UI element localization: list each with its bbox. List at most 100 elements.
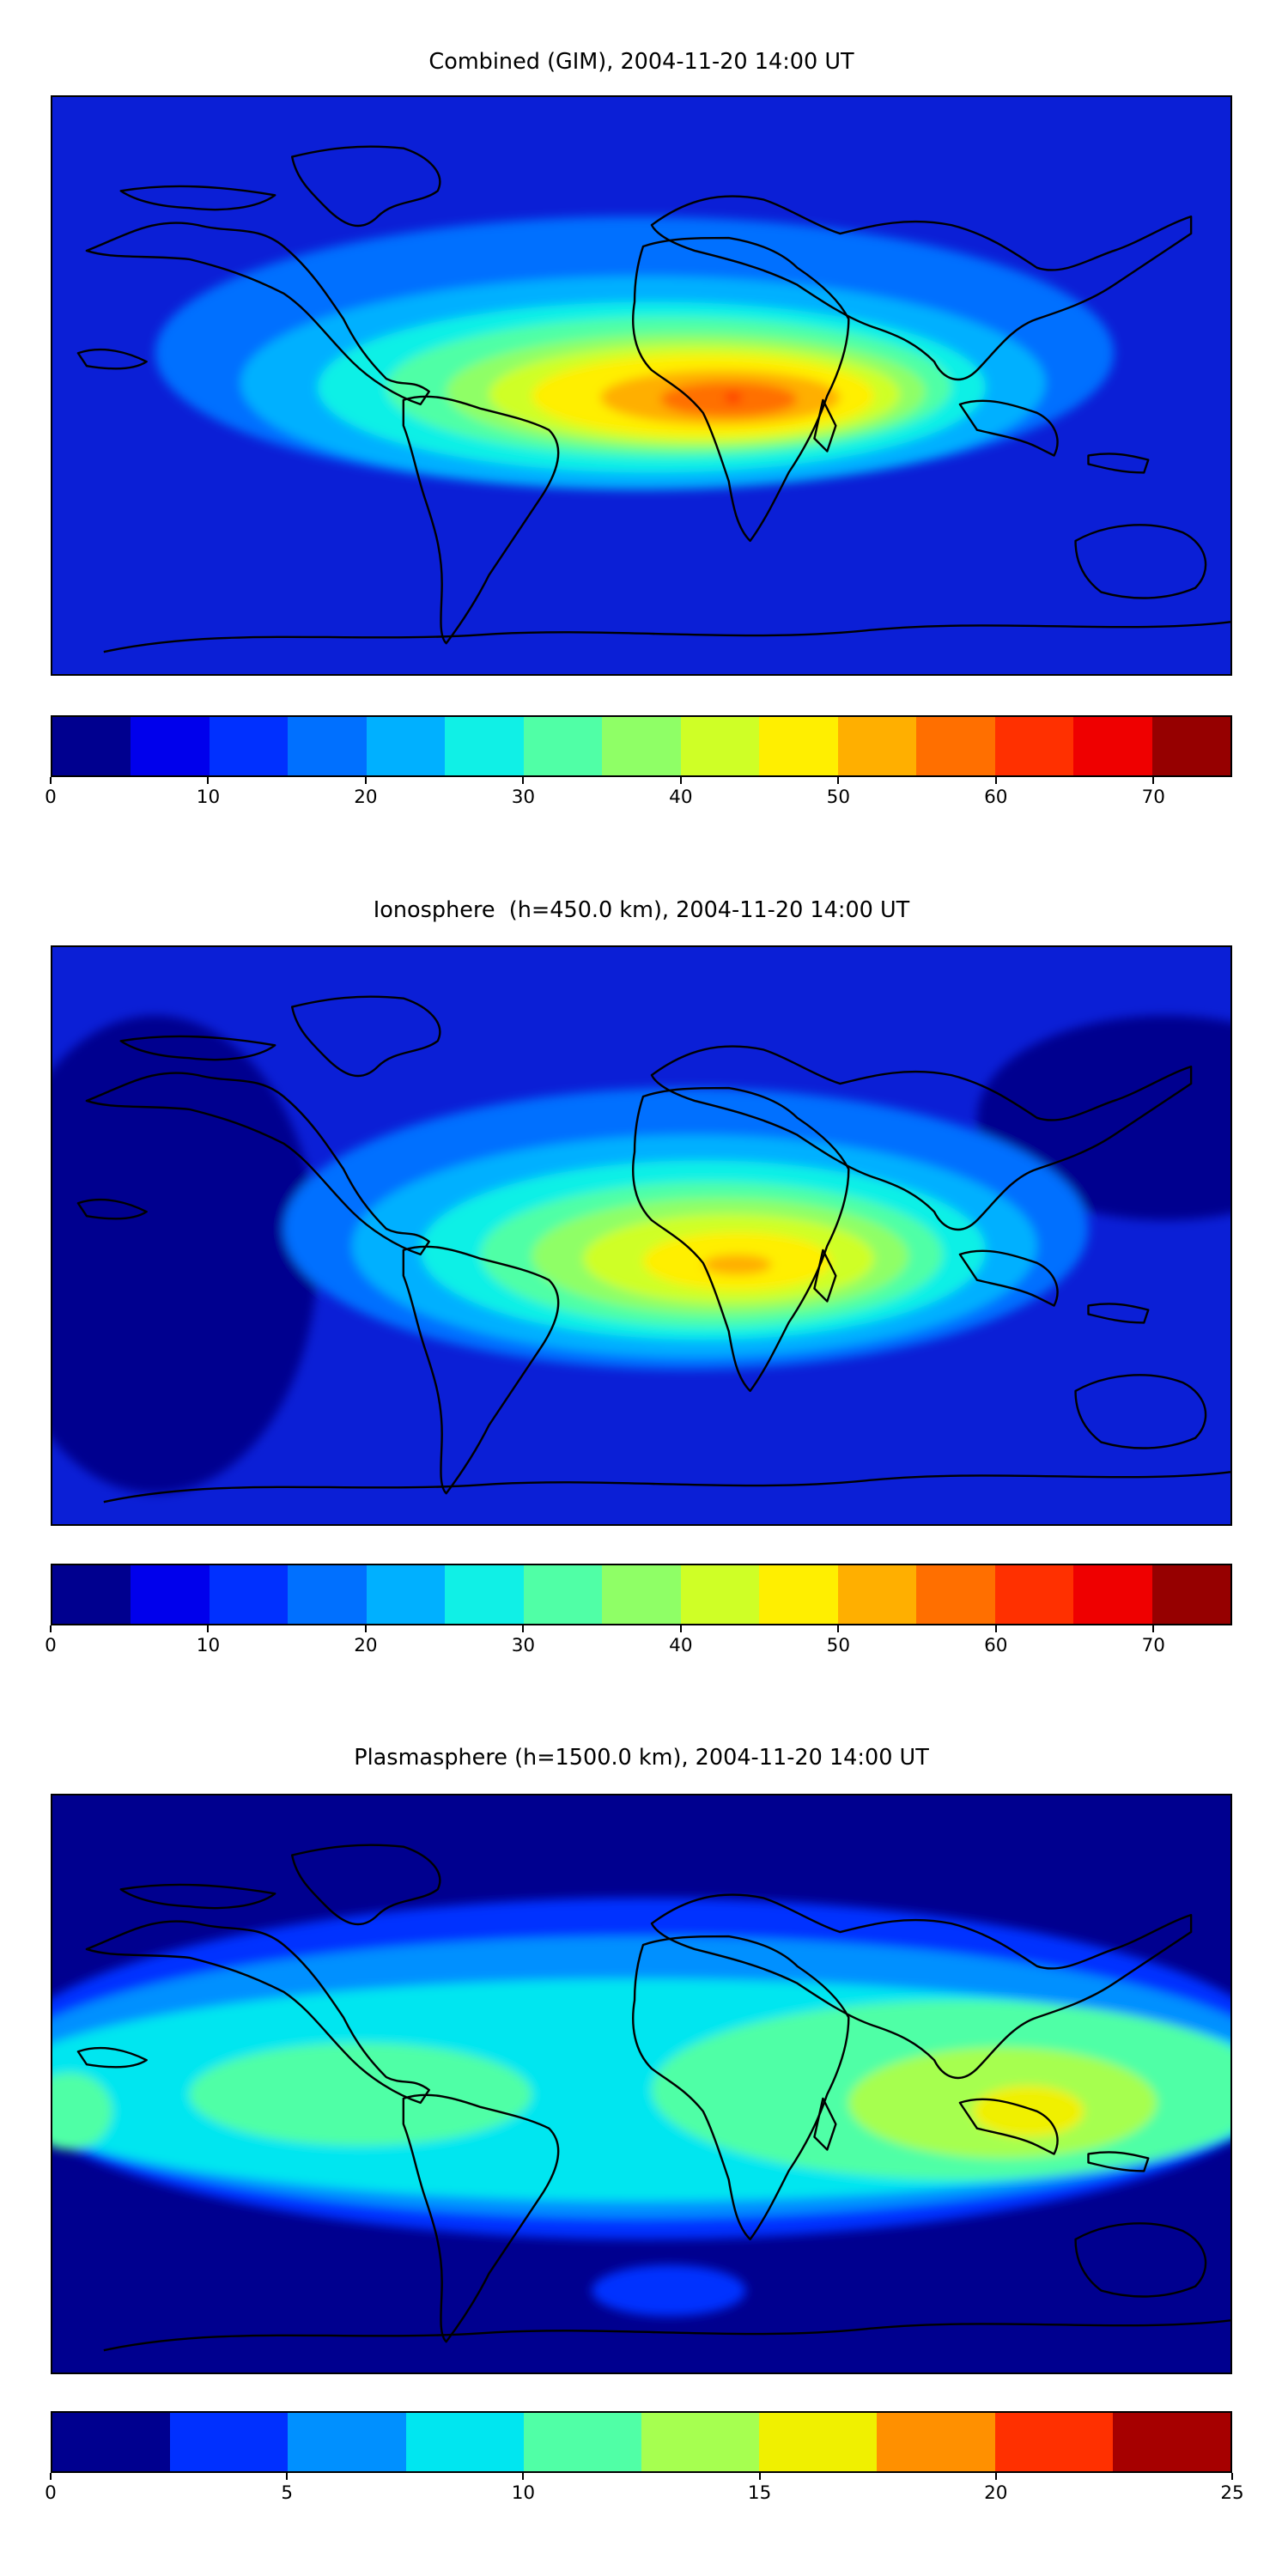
- panel-3-colorbar-tick-label: 25: [1220, 2482, 1244, 2504]
- panel-2-colorbar-tick-mark: [207, 1625, 210, 1632]
- panel-1-colorbar-swatch-13: [994, 717, 1074, 775]
- panel-3-colorbar: [51, 2411, 1232, 2473]
- panel-2-colorbar-tick-label: 0: [45, 1635, 57, 1656]
- panel-1-title: Combined (GIM), 2004-11-20 14:00 UT: [428, 49, 854, 75]
- panel-3-colorbar-swatch-8: [877, 2413, 995, 2471]
- panel-1-colorbar-swatch-8: [602, 717, 681, 775]
- panel-3-coastline-3: [402, 2093, 560, 2343]
- panel-2-colorbar-tick-label: 10: [196, 1635, 221, 1656]
- panel-2-colorbar-tick-mark: [994, 1625, 997, 1632]
- panel-1-colorbar-tick-label: 30: [511, 787, 536, 808]
- panel-3-colorbar-swatch-7: [759, 2413, 878, 2471]
- panel-1-colorbar-tick-mark: [50, 777, 52, 784]
- panel-3-colorbar-swatch-3: [288, 2413, 406, 2471]
- panel-3-colorbar-tick-mark: [286, 2473, 289, 2480]
- panel-1-colorbar-tick-mark: [679, 777, 682, 784]
- panel-2-colorbar-swatch-4: [288, 1565, 367, 1624]
- panel-3-contour-9: [592, 2264, 746, 2317]
- panel-3-contour-4: [189, 2043, 532, 2146]
- panel-3-coastline-12: [103, 2319, 1230, 2352]
- panel-1-coastline-12: [103, 621, 1230, 653]
- panel-2-colorbar-tick-mark: [364, 1625, 367, 1632]
- panel-2-contour-10: [702, 1254, 772, 1275]
- panel-2-coastline-10: [76, 1198, 148, 1220]
- panel-3-coastlines: [76, 1844, 1230, 2352]
- panel-2-colorbar-swatch-7: [523, 1565, 603, 1624]
- panel-2-coastline-3: [402, 1245, 560, 1495]
- panel-3-coastline-10: [76, 2046, 148, 2069]
- panel-1-colorbar-swatch-9: [680, 717, 760, 775]
- panel-3-colorbar-tick-mark: [522, 2473, 525, 2480]
- panel-2-coastline-5: [813, 1249, 837, 1303]
- panel-3-colorbar-tick-mark: [50, 2473, 52, 2480]
- panel-2-title: Ionosphere (h=450.0 km), 2004-11-20 14:0…: [373, 897, 910, 923]
- panel-2-coastline-6: [650, 1045, 1193, 1230]
- panel-1-colorbar: [51, 715, 1232, 777]
- panel-2-coastline-7: [958, 1249, 1059, 1307]
- panel-2-coastline-4: [632, 1086, 850, 1393]
- panel-3-coastline-4: [632, 1935, 850, 2241]
- panel-3-colorbar-swatch-10: [1112, 2413, 1230, 2471]
- panel-2-colorbar-tick-mark: [1152, 1625, 1155, 1632]
- panel-1-colorbar-tick-label: 60: [984, 787, 1008, 808]
- panel-3-colorbar-tick-label: 0: [45, 2482, 57, 2504]
- panel-1-contour-10: [724, 392, 742, 403]
- panel-2-coastline-2: [290, 995, 441, 1078]
- panel-3-coastline-1: [85, 1920, 430, 2105]
- panel-1-colorbar-tick-mark: [994, 777, 997, 784]
- panel-1-coastline-3: [402, 395, 560, 645]
- panel-2-coastline-12: [103, 1471, 1230, 1504]
- panel-3-coastline-8: [1074, 2222, 1207, 2298]
- panel-1-coastline-6: [650, 195, 1193, 380]
- panel-2-colorbar-ticks: 0 10 20 30 40 50 60 70: [45, 1625, 1232, 1660]
- panel-2-colorbar-tick-label: 30: [511, 1635, 536, 1656]
- panel-1-colorbar-tick-label: 20: [354, 787, 378, 808]
- panel-1-coastline-5: [813, 398, 837, 453]
- panel-1-colorbar-tick-mark: [207, 777, 210, 784]
- panel-1-coastlines: [76, 145, 1230, 653]
- panel-2-colorbar-swatch-13: [994, 1565, 1074, 1624]
- panel-2-colorbar-tick-label: 40: [669, 1635, 693, 1656]
- panel-1-colorbar-swatch-5: [366, 717, 446, 775]
- panel-2-colorbar-swatch-6: [445, 1565, 524, 1624]
- panel-1-coastline-7: [958, 399, 1059, 457]
- panel-2-colorbar: [51, 1564, 1232, 1625]
- panel-2-colorbar-swatch-2: [131, 1565, 210, 1624]
- panel-1-field: [52, 97, 1230, 674]
- panel-1-colorbar-swatch-11: [837, 717, 917, 775]
- panel-2-colorbar-tick-label: 20: [354, 1635, 378, 1656]
- panel-1-colorbar-tick-mark: [1152, 777, 1155, 784]
- panel-1-colorbar-swatch-1: [52, 717, 131, 775]
- panel-1-colorbar-swatch-2: [131, 717, 210, 775]
- panel-3-colorbar-swatch-6: [641, 2413, 760, 2471]
- panel-1-colorbar-swatch-3: [209, 717, 289, 775]
- panel-1-colorbar-tick-label: 10: [196, 787, 221, 808]
- panel-3-colorbar-swatch-4: [405, 2413, 524, 2471]
- panel-1-colorbar-tick-label: 0: [45, 787, 57, 808]
- panel-2-coastline-11: [119, 1035, 276, 1061]
- panel-2-coastlines: [76, 995, 1230, 1504]
- panel-3-colorbar-tick-label: 5: [281, 2482, 294, 2504]
- panel-1-colorbar-ticks: 0 10 20 30 40 50 60 70: [45, 777, 1232, 811]
- panel-3-colorbar-tick-mark: [1231, 2473, 1233, 2480]
- panel-2-colorbar-swatch-15: [1151, 1565, 1230, 1624]
- panel-2-colorbar-tick-mark: [679, 1625, 682, 1632]
- panel-2-map: [51, 945, 1232, 1526]
- panel-1-colorbar-swatch-14: [1073, 717, 1152, 775]
- panel-3-coastline-7: [958, 2098, 1059, 2155]
- panel-2-colorbar-tick-mark: [522, 1625, 525, 1632]
- panel-2-colorbar-tick-label: 50: [826, 1635, 850, 1656]
- panel-1-coastline-4: [632, 236, 850, 543]
- panel-2-colorbar-swatch-1: [52, 1565, 131, 1624]
- panel-3-coastline-11: [119, 1883, 276, 1910]
- panel-2-colorbar-swatch-12: [916, 1565, 995, 1624]
- panel-2-coastline-9: [1087, 1303, 1150, 1324]
- panel-1-coastline-2: [290, 145, 441, 228]
- panel-2-colorbar-swatch-8: [602, 1565, 681, 1624]
- panel-3-colorbar-swatch-1: [52, 2413, 171, 2471]
- panel-2-field: [52, 947, 1230, 1524]
- panel-3-coastline-9: [1087, 2151, 1150, 2172]
- panel-1-colorbar-swatch-6: [445, 717, 524, 775]
- panel-1-coastline-9: [1087, 453, 1150, 474]
- panel-2-colorbar-swatch-9: [680, 1565, 760, 1624]
